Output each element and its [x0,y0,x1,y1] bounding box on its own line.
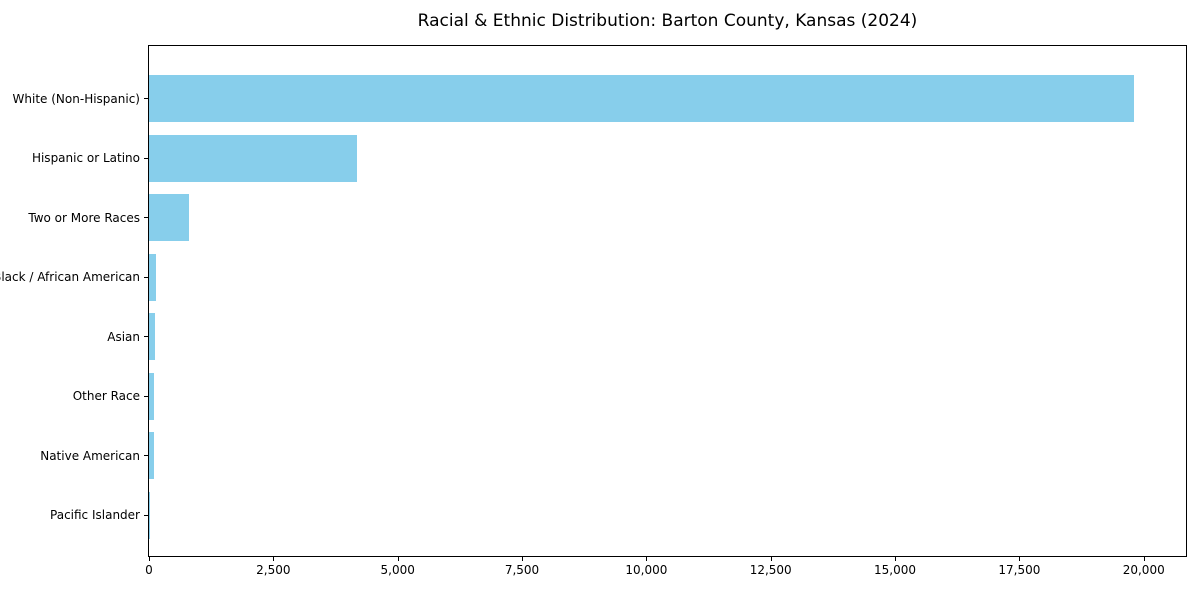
bar [149,134,357,182]
y-tick-mark [144,98,149,99]
x-tick-mark [1143,556,1145,561]
x-tick-label: 7,500 [504,563,540,577]
x-tick-mark [273,556,275,561]
bar [149,432,154,479]
bar [149,372,155,420]
x-tick-label: 10,000 [625,563,668,577]
y-tick-mark [144,395,149,397]
y-tick-label: Asian [107,329,140,344]
x-tick-label: 0 [145,563,153,577]
bar [149,253,157,301]
chart-title: Racial & Ethnic Distribution: Barton Cou… [417,11,918,31]
y-tick-label: White (Non-Hispanic) [12,91,140,106]
x-tick-mark [397,556,399,561]
bar [149,194,189,241]
bar [149,75,1134,122]
x-tick-mark [149,556,150,561]
x-tick-label: 20,000 [1122,563,1165,577]
plot-area: White (Non-Hispanic) Hispanic or Latino Tw… [0,45,1187,577]
x-tick-label: 15,000 [874,563,917,577]
x-tick-mark [895,556,897,561]
y-tick-mark [144,336,149,337]
y-tick-mark [144,514,149,516]
y-tick-label: Other Race [72,389,140,403]
y-tick-mark [144,217,149,218]
y-tick-label: Native American [40,448,140,463]
x-tick-label: 5,000 [380,563,415,577]
y-tick-mark [144,455,149,456]
y-tick-mark [144,157,149,159]
y-tick-label: Two or More Races [28,210,140,225]
y-tick-label: Pacific Islander [50,508,140,522]
x-tick-label: 2,500 [256,563,291,577]
x-tick-mark [522,556,524,561]
x-tick-mark [1019,556,1021,561]
x-tick-mark [770,556,772,561]
x-tick-label: 17,500 [998,563,1041,577]
x-tick-mark [646,556,648,561]
y-tick-label: Hispanic or Latino [31,151,140,165]
bar [149,313,155,360]
y-tick-mark [144,276,149,278]
x-tick-label: 12,500 [749,563,792,577]
y-tick-label: Black / African American [0,270,140,284]
